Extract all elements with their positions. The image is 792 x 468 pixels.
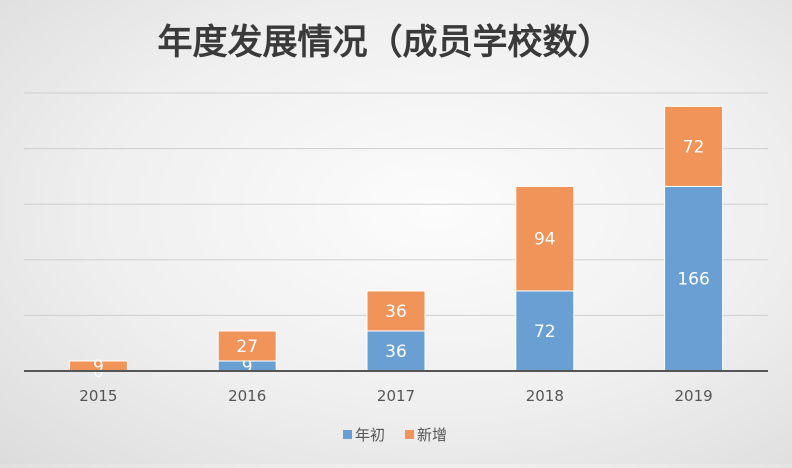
bar-segment bbox=[664, 105, 724, 187]
data-label: 36 bbox=[385, 342, 407, 362]
x-tick-label: 2019 bbox=[675, 387, 713, 405]
legend-label: 新增 bbox=[417, 426, 447, 444]
legend-label: 年初 bbox=[355, 426, 385, 444]
data-label: 27 bbox=[236, 337, 258, 357]
x-tick-label: 2018 bbox=[526, 387, 564, 405]
data-label: 72 bbox=[534, 322, 556, 342]
legend-swatch bbox=[343, 430, 352, 439]
data-label: 94 bbox=[534, 230, 556, 250]
x-tick-label: 2017 bbox=[377, 387, 415, 405]
bars: 099273636729416672 bbox=[68, 105, 724, 382]
data-label: 72 bbox=[683, 137, 705, 157]
data-label: 166 bbox=[677, 270, 709, 290]
x-axis: 2015 2016 2017 2018 2019 bbox=[24, 370, 768, 405]
chart-title: 年度发展情况（成员学校数） bbox=[157, 22, 612, 63]
x-tick-label: 2016 bbox=[228, 387, 266, 405]
bar-segment bbox=[515, 185, 575, 292]
bar-segment bbox=[366, 290, 426, 332]
gridlines bbox=[24, 92, 768, 316]
legend: 年初 新增 bbox=[343, 426, 447, 444]
data-label: 9 bbox=[242, 357, 253, 377]
bar-segment bbox=[217, 330, 277, 362]
legend-swatch bbox=[405, 430, 414, 439]
data-label: 9 bbox=[93, 357, 104, 377]
bar-segment bbox=[664, 185, 724, 372]
x-tick-label: 2015 bbox=[79, 387, 117, 405]
data-label: 36 bbox=[385, 302, 407, 322]
